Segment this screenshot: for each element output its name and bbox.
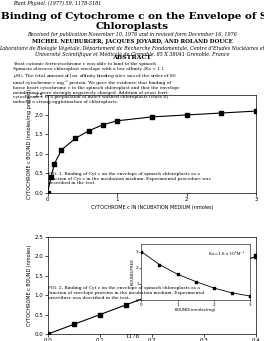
Point	[59, 147, 64, 153]
Text: FIG. 2. Binding of Cyt c on the envelope of spinach chloroplasts as a
function o: FIG. 2. Binding of Cyt c on the envelope…	[48, 286, 204, 300]
Text: Received for publication November 10, 1976 and in revised form December 16, 1976: Received for publication November 10, 19…	[27, 32, 237, 38]
Text: ABSTRACT: ABSTRACT	[112, 55, 152, 60]
Text: Laboratoire de Biologie Végétale, Département de Recherche Fondamentale, Centre : Laboratoire de Biologie Végétale, Départ…	[0, 45, 264, 57]
Point	[45, 331, 50, 337]
Point	[73, 136, 77, 141]
Point	[45, 190, 50, 196]
Point	[124, 302, 128, 308]
Text: FIG. 1. Binding of Cyt c on the envelope of spinach chloroplasts as a
function o: FIG. 1. Binding of Cyt c on the envelope…	[48, 172, 210, 186]
Point	[254, 108, 258, 114]
Text: Plant Physiol. (1977) 59, 1178-3181: Plant Physiol. (1977) 59, 1178-3181	[13, 1, 102, 6]
Y-axis label: CYTOCHROME c BOUND (nmoles): CYTOCHROME c BOUND (nmoles)	[27, 245, 32, 326]
Point	[202, 273, 206, 279]
Point	[150, 293, 154, 298]
Point	[254, 253, 258, 259]
Point	[176, 283, 180, 288]
Point	[98, 312, 102, 317]
Point	[101, 122, 105, 128]
Point	[49, 175, 53, 180]
Point	[115, 118, 119, 123]
Y-axis label: CYTOCHROME c BOUND (nmoles/mg protein): CYTOCHROME c BOUND (nmoles/mg protein)	[27, 89, 32, 199]
Point	[87, 128, 91, 133]
Point	[150, 114, 154, 120]
Point	[72, 322, 76, 327]
Point	[228, 263, 232, 269]
Text: 1178: 1178	[125, 334, 139, 339]
Point	[185, 112, 189, 118]
Text: Yeast cationic ferricytochrome c was able to bind to the spinach
Spinacia olerac: Yeast cationic ferricytochrome c was abl…	[13, 62, 180, 104]
Point	[219, 110, 223, 116]
Text: Strong Binding of Cytochrome c on the Envelope of Spinach
Chloroplasts: Strong Binding of Cytochrome c on the En…	[0, 12, 264, 31]
Point	[52, 161, 56, 166]
Text: MICHEL NEUBURGER, JACQUES JOYARD, AND ROLAND DOUCE: MICHEL NEUBURGER, JACQUES JOYARD, AND RO…	[32, 39, 232, 44]
X-axis label: CYTOCHROME c IN INCUBATION MEDIUM (nmoles): CYTOCHROME c IN INCUBATION MEDIUM (nmole…	[91, 205, 213, 210]
